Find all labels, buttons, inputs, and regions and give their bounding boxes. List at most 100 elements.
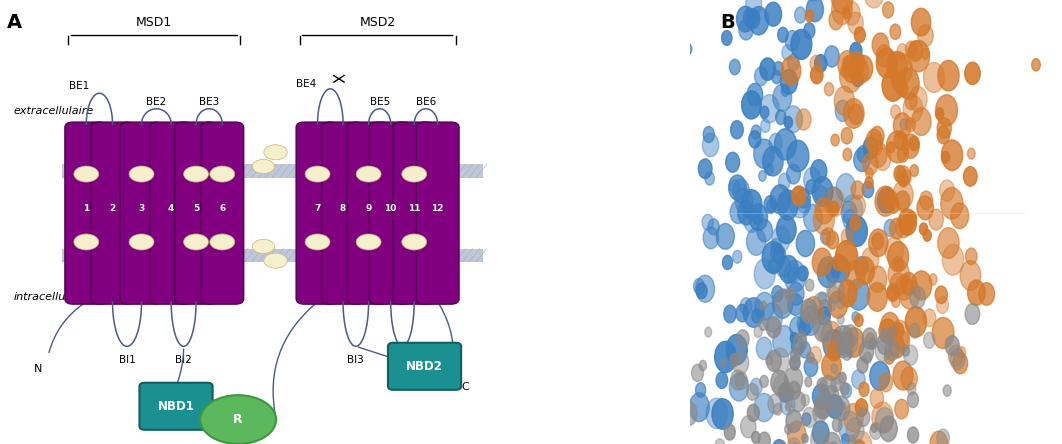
Ellipse shape bbox=[965, 303, 980, 325]
Ellipse shape bbox=[771, 370, 788, 395]
FancyBboxPatch shape bbox=[139, 383, 212, 430]
Ellipse shape bbox=[703, 127, 715, 143]
Ellipse shape bbox=[804, 357, 818, 377]
Circle shape bbox=[356, 166, 381, 182]
Ellipse shape bbox=[832, 0, 853, 13]
Ellipse shape bbox=[730, 373, 749, 401]
Ellipse shape bbox=[763, 147, 783, 176]
Ellipse shape bbox=[885, 350, 894, 364]
Ellipse shape bbox=[705, 171, 715, 185]
Ellipse shape bbox=[854, 27, 866, 43]
Ellipse shape bbox=[800, 341, 810, 358]
Ellipse shape bbox=[703, 227, 719, 249]
Ellipse shape bbox=[796, 109, 811, 130]
Ellipse shape bbox=[801, 394, 809, 406]
Ellipse shape bbox=[770, 185, 790, 214]
Ellipse shape bbox=[712, 399, 733, 429]
Ellipse shape bbox=[842, 325, 858, 347]
Ellipse shape bbox=[855, 56, 873, 81]
Ellipse shape bbox=[802, 413, 811, 425]
Ellipse shape bbox=[816, 186, 827, 203]
Text: 3: 3 bbox=[138, 204, 144, 213]
Ellipse shape bbox=[820, 375, 836, 398]
Circle shape bbox=[130, 166, 154, 182]
Ellipse shape bbox=[903, 95, 923, 123]
Ellipse shape bbox=[898, 172, 908, 187]
Ellipse shape bbox=[838, 280, 857, 307]
Circle shape bbox=[401, 234, 427, 250]
Ellipse shape bbox=[862, 181, 874, 198]
Ellipse shape bbox=[895, 191, 910, 211]
Ellipse shape bbox=[957, 346, 965, 359]
Ellipse shape bbox=[772, 70, 782, 84]
Text: R: R bbox=[234, 413, 243, 426]
Ellipse shape bbox=[753, 210, 763, 225]
Ellipse shape bbox=[754, 139, 774, 168]
Ellipse shape bbox=[817, 378, 827, 392]
Ellipse shape bbox=[681, 401, 697, 425]
Ellipse shape bbox=[720, 358, 726, 367]
Ellipse shape bbox=[877, 188, 895, 214]
Ellipse shape bbox=[843, 148, 852, 161]
Ellipse shape bbox=[716, 372, 727, 388]
Ellipse shape bbox=[849, 57, 869, 85]
Ellipse shape bbox=[898, 209, 917, 235]
Ellipse shape bbox=[790, 317, 805, 339]
Text: 2: 2 bbox=[109, 204, 116, 213]
Ellipse shape bbox=[904, 345, 918, 365]
Ellipse shape bbox=[796, 189, 810, 208]
Ellipse shape bbox=[809, 346, 821, 364]
Ellipse shape bbox=[904, 214, 914, 230]
Ellipse shape bbox=[938, 228, 959, 258]
Ellipse shape bbox=[788, 54, 800, 71]
Ellipse shape bbox=[778, 173, 790, 190]
Ellipse shape bbox=[923, 230, 931, 241]
Ellipse shape bbox=[839, 325, 853, 345]
Ellipse shape bbox=[854, 148, 870, 171]
Ellipse shape bbox=[941, 187, 963, 219]
Ellipse shape bbox=[780, 441, 786, 444]
Ellipse shape bbox=[852, 370, 866, 389]
Circle shape bbox=[210, 234, 235, 250]
Ellipse shape bbox=[773, 246, 786, 264]
Ellipse shape bbox=[830, 378, 841, 392]
Ellipse shape bbox=[843, 404, 863, 432]
Ellipse shape bbox=[788, 381, 801, 400]
Ellipse shape bbox=[693, 278, 704, 294]
Ellipse shape bbox=[838, 343, 846, 355]
Ellipse shape bbox=[818, 401, 829, 418]
Text: BI1: BI1 bbox=[119, 355, 135, 365]
Ellipse shape bbox=[895, 216, 911, 238]
Ellipse shape bbox=[937, 429, 949, 444]
Ellipse shape bbox=[801, 299, 818, 323]
Ellipse shape bbox=[782, 85, 789, 96]
Text: NBD1: NBD1 bbox=[157, 400, 194, 413]
Ellipse shape bbox=[758, 432, 770, 444]
Ellipse shape bbox=[832, 326, 854, 357]
Ellipse shape bbox=[819, 300, 832, 317]
Ellipse shape bbox=[832, 256, 850, 282]
FancyBboxPatch shape bbox=[416, 122, 459, 304]
Ellipse shape bbox=[833, 396, 850, 420]
Ellipse shape bbox=[888, 197, 900, 213]
Ellipse shape bbox=[950, 349, 965, 370]
Ellipse shape bbox=[702, 214, 714, 230]
Text: B: B bbox=[720, 13, 735, 32]
Ellipse shape bbox=[840, 383, 849, 395]
Ellipse shape bbox=[821, 230, 830, 244]
Ellipse shape bbox=[787, 164, 801, 184]
Ellipse shape bbox=[785, 287, 794, 301]
Ellipse shape bbox=[879, 373, 892, 392]
Ellipse shape bbox=[747, 384, 758, 400]
Ellipse shape bbox=[850, 431, 872, 444]
FancyBboxPatch shape bbox=[296, 122, 339, 304]
Ellipse shape bbox=[804, 205, 822, 231]
Ellipse shape bbox=[890, 273, 906, 295]
Ellipse shape bbox=[895, 275, 913, 300]
Ellipse shape bbox=[788, 267, 799, 283]
Ellipse shape bbox=[817, 320, 832, 341]
Ellipse shape bbox=[885, 237, 904, 264]
Ellipse shape bbox=[852, 312, 859, 322]
Ellipse shape bbox=[936, 95, 958, 126]
Text: BE6: BE6 bbox=[416, 96, 436, 107]
